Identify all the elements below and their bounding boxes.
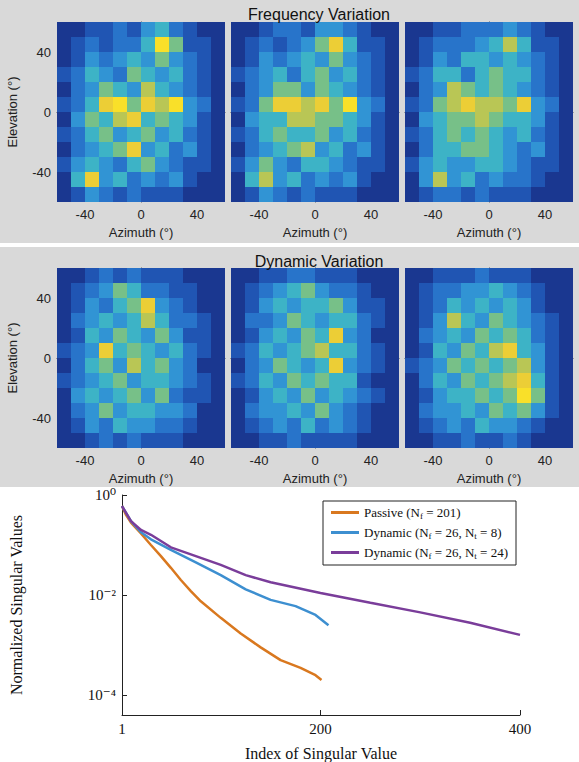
svg-text:40: 40 xyxy=(190,207,204,222)
svg-text:40: 40 xyxy=(37,291,51,306)
svg-text:-40: -40 xyxy=(250,207,269,222)
svg-text:0: 0 xyxy=(311,453,318,468)
svg-text:t: t xyxy=(474,530,477,541)
svg-text:40: 40 xyxy=(538,453,552,468)
svg-text:-40: -40 xyxy=(424,453,443,468)
svg-text:Azimuth (°): Azimuth (°) xyxy=(457,471,521,486)
svg-text:= 24): = 24) xyxy=(477,545,508,560)
svg-text:-40: -40 xyxy=(76,453,95,468)
svg-text:Dynamic (N: Dynamic (N xyxy=(364,525,429,540)
svg-text:t: t xyxy=(474,550,477,561)
svg-text:Azimuth (°): Azimuth (°) xyxy=(283,471,347,486)
svg-text:f: f xyxy=(428,530,432,541)
svg-text:1: 1 xyxy=(118,721,126,737)
svg-text:40: 40 xyxy=(190,453,204,468)
svg-text:-40: -40 xyxy=(424,207,443,222)
svg-text:-40: -40 xyxy=(32,411,51,426)
svg-text:= 8): = 8) xyxy=(477,525,502,540)
svg-text:Azimuth (°): Azimuth (°) xyxy=(109,471,173,486)
svg-text:0: 0 xyxy=(311,207,318,222)
svg-text:200: 200 xyxy=(309,721,332,737)
svg-text:10⁻⁴: 10⁻⁴ xyxy=(88,687,116,703)
svg-text:Azimuth (°): Azimuth (°) xyxy=(457,225,521,240)
svg-text:= 26, N: = 26, N xyxy=(432,525,475,540)
svg-text:Azimuth (°): Azimuth (°) xyxy=(283,225,347,240)
svg-text:Passive (N: Passive (N xyxy=(364,505,421,520)
svg-text:40: 40 xyxy=(364,207,378,222)
svg-text:Normalized Singular Values: Normalized Singular Values xyxy=(8,515,26,695)
svg-text:40: 40 xyxy=(37,45,51,60)
svg-text:Dynamic Variation: Dynamic Variation xyxy=(255,253,384,270)
svg-text:f: f xyxy=(420,510,423,521)
svg-text:-40: -40 xyxy=(250,453,269,468)
svg-text:Elevation (°): Elevation (°) xyxy=(5,77,20,148)
svg-text:Elevation (°): Elevation (°) xyxy=(5,323,20,394)
svg-text:0: 0 xyxy=(485,453,492,468)
svg-text:Dynamic (N: Dynamic (N xyxy=(364,545,429,560)
svg-text:0: 0 xyxy=(44,351,51,366)
svg-text:Index of Singular Value: Index of Singular Value xyxy=(245,745,397,762)
svg-text:10⁰: 10⁰ xyxy=(95,487,116,503)
svg-text:Frequency Variation: Frequency Variation xyxy=(248,6,390,23)
svg-text:40: 40 xyxy=(364,453,378,468)
svg-text:0: 0 xyxy=(44,105,51,120)
svg-text:f: f xyxy=(428,550,432,561)
svg-text:0: 0 xyxy=(485,207,492,222)
svg-text:0: 0 xyxy=(137,453,144,468)
svg-text:-40: -40 xyxy=(32,165,51,180)
svg-text:40: 40 xyxy=(538,207,552,222)
svg-text:-40: -40 xyxy=(76,207,95,222)
svg-text:Azimuth (°): Azimuth (°) xyxy=(109,225,173,240)
svg-text:10⁻²: 10⁻² xyxy=(89,587,117,603)
svg-text:400: 400 xyxy=(509,721,532,737)
svg-text:= 26, N: = 26, N xyxy=(432,545,475,560)
svg-text:0: 0 xyxy=(137,207,144,222)
svg-text:= 201): = 201) xyxy=(423,505,461,520)
